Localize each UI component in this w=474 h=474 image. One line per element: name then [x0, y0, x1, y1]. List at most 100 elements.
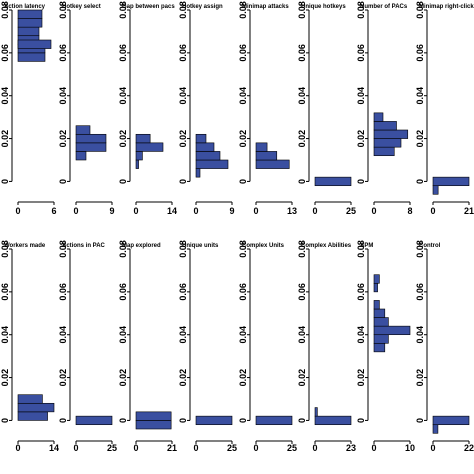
histogram-bar [373, 300, 380, 310]
y-tick-label: 0.08 [297, 1, 307, 19]
histogram-panel: Action latency 0 0.02 0.04 0.06 0.08 0 6 [0, 1, 57, 216]
histogram-bar [373, 146, 395, 157]
y-tick-label: 0.04 [118, 87, 128, 105]
x-tick-label: 0 [312, 443, 317, 453]
y-tick-label: 0.06 [178, 44, 188, 62]
histogram-bar [17, 402, 55, 413]
histogram-panel: Map explored 0 0.02 0.04 0.06 0.08 0 21 [118, 240, 177, 453]
panel-title: Minimap attacks [242, 4, 289, 10]
y-tick-label: 0.02 [356, 369, 366, 387]
histogram-bar [195, 142, 215, 152]
x-tick-label: 0 [430, 206, 435, 216]
histogram-bar [432, 185, 439, 195]
y-tick-label: 0.08 [58, 1, 68, 19]
y-tick-label: 0.06 [297, 44, 307, 62]
histogram-bar [373, 121, 397, 131]
x-tick-label: 0 [430, 443, 435, 453]
x-tick-label: 25 [227, 443, 237, 453]
histogram-bar [135, 159, 139, 169]
panel-title: Gap between pacs [122, 4, 175, 10]
y-tick-label: 0.04 [178, 87, 188, 105]
histogram-bar [17, 39, 52, 49]
x-tick-label: 22 [464, 443, 474, 453]
y-tick-label: 0.04 [58, 326, 68, 344]
y-tick-label: 0.04 [297, 326, 307, 344]
panel-title: Complex Abilities [301, 243, 352, 249]
histogram-bar [75, 133, 107, 144]
panel-title: Complex Units [242, 243, 285, 249]
y-tick-label: 0.06 [356, 283, 366, 301]
panel-title: Control [419, 243, 441, 249]
x-tick-label: 25 [346, 206, 356, 216]
x-tick-label: 9 [229, 206, 234, 216]
x-tick-label: 0 [15, 443, 20, 453]
y-tick-label: 0 [238, 418, 248, 423]
x-tick-label: 25 [287, 443, 297, 453]
y-tick-label: 0.02 [58, 130, 68, 148]
histogram-bar [255, 415, 293, 426]
y-tick-label: 0 [356, 179, 366, 184]
x-tick-label: 0 [193, 206, 198, 216]
y-tick-label: 0.02 [356, 130, 366, 148]
histogram-bar [195, 415, 233, 426]
y-tick-label: 0.04 [415, 326, 425, 344]
histogram-panel: Complex Units 0 0.02 0.04 0.06 0.08 0 25 [238, 240, 297, 453]
y-tick-label: 0.02 [178, 369, 188, 387]
y-tick-label: 0.02 [415, 369, 425, 387]
x-tick-label: 0 [73, 443, 78, 453]
histogram-bar [373, 112, 384, 122]
y-tick-label: 0.02 [297, 130, 307, 148]
y-tick-label: 0.08 [356, 240, 366, 258]
panel-title: Unique units [182, 243, 219, 249]
y-tick-label: 0 [178, 418, 188, 423]
y-tick-label: 0.04 [238, 326, 248, 344]
x-tick-label: 0 [371, 443, 376, 453]
histogram-bar [195, 159, 229, 169]
histogram-bar [17, 394, 43, 404]
histogram-panel: APM 0 0.02 0.04 0.06 0.08 0 10 [356, 240, 415, 453]
histogram-panel: Gap between pacs 0 0.02 0.04 0.06 0.08 0 14 [118, 1, 177, 216]
y-tick-label: 0.06 [238, 283, 248, 301]
y-tick-label: 0.08 [238, 1, 248, 19]
histogram-bar [17, 411, 48, 421]
histogram-bar [373, 325, 411, 336]
y-tick-label: 0.02 [0, 130, 10, 148]
y-tick-label: 0.04 [356, 326, 366, 344]
y-tick-label: 0.08 [178, 1, 188, 19]
histogram-bar [17, 18, 43, 28]
histogram-panel: Actions in PAC 0 0.02 0.04 0.06 0.08 0 25 [58, 240, 117, 453]
y-tick-label: 0 [356, 418, 366, 423]
y-tick-label: 0.06 [58, 44, 68, 62]
histogram-bar [373, 129, 409, 139]
histogram-panel: Complex Abilities 0 0.02 0.04 0.06 0.08 0 23 [297, 240, 356, 453]
x-tick-label: 0 [73, 206, 78, 216]
x-tick-label: 10 [405, 443, 415, 453]
y-tick-label: 0.06 [0, 44, 10, 62]
y-tick-label: 0.04 [297, 87, 307, 105]
histogram-bar [75, 415, 113, 426]
histogram-panel: Minimap right-clicks 0 0.02 0.04 0.06 0.08 0 21 [415, 1, 474, 216]
y-tick-label: 0.08 [415, 1, 425, 19]
y-tick-label: 0 [297, 418, 307, 423]
histogram-bar [255, 151, 278, 161]
y-tick-label: 0 [178, 179, 188, 184]
panel-title: Unique hotkeys [301, 4, 346, 10]
y-tick-label: 0 [415, 179, 425, 184]
histogram-bar [135, 420, 172, 430]
histogram-bar [432, 176, 470, 187]
x-tick-label: 6 [51, 206, 56, 216]
y-tick-label: 0.06 [297, 283, 307, 301]
y-tick-label: 0.04 [356, 87, 366, 105]
histogram-panel: Hotkey assign 0 0.02 0.04 0.06 0.08 0 9 [178, 1, 235, 216]
panel-title: Hotkey assign [182, 4, 223, 10]
histogram-panel: Control 0 0.02 0.04 0.06 0.08 0 22 [415, 240, 474, 453]
x-tick-label: 0 [15, 206, 20, 216]
panel-title: Number of PACs [360, 4, 408, 10]
panel-title: Hotkey select [62, 4, 101, 10]
y-tick-label: 0 [415, 418, 425, 423]
histogram-panel: Unique hotkeys 0 0.02 0.04 0.06 0.08 0 25 [297, 1, 356, 216]
histogram-bar [135, 151, 143, 161]
histogram-bar [17, 26, 40, 37]
y-tick-label: 0.02 [0, 369, 10, 387]
histogram-bar [195, 168, 201, 178]
